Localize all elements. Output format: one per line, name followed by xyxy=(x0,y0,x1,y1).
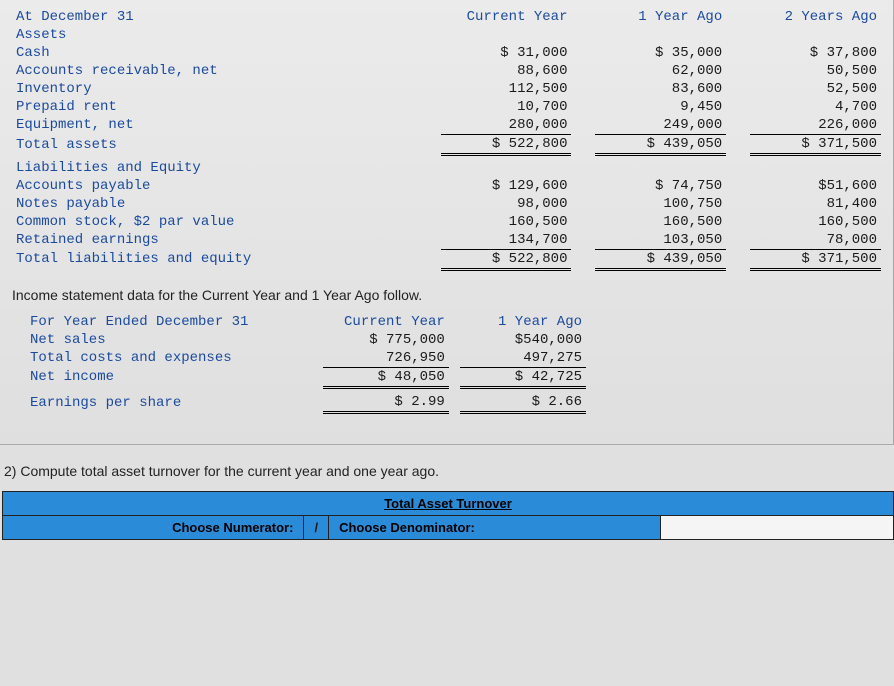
bs-col-2: 2 Years Ago xyxy=(750,8,881,26)
cell: 134,700 xyxy=(441,231,572,250)
cell: 4,700 xyxy=(750,98,881,116)
eps-label: Earnings per share xyxy=(26,393,323,413)
cell: 160,500 xyxy=(750,213,881,231)
cell: $ 48,050 xyxy=(323,367,449,387)
total-liab-label: Total liabilities and equity xyxy=(12,249,441,269)
tat-divider: / xyxy=(304,516,329,540)
cell: 62,000 xyxy=(595,62,726,80)
row-label: Equipment, net xyxy=(12,116,441,135)
cell: $ 2.66 xyxy=(460,393,586,413)
cell: $540,000 xyxy=(460,331,586,349)
bs-header-label: At December 31 xyxy=(12,8,441,26)
question-text: 2) Compute total asset turnover for the … xyxy=(0,463,894,479)
tat-numerator-label: Choose Numerator: xyxy=(3,516,304,540)
cell: $ 31,000 xyxy=(441,44,572,62)
row-label: Prepaid rent xyxy=(12,98,441,116)
cell: $ 522,800 xyxy=(441,135,572,155)
row-label: Net sales xyxy=(26,331,323,349)
cell: 100,750 xyxy=(595,195,726,213)
net-income-label: Net income xyxy=(26,367,323,387)
income-table: For Year Ended December 31 Current Year … xyxy=(26,313,586,415)
cell: 160,500 xyxy=(595,213,726,231)
inc-col-1: 1 Year Ago xyxy=(460,313,586,331)
cell: $ 129,600 xyxy=(441,177,572,195)
cell: 497,275 xyxy=(460,349,586,368)
bs-col-0: Current Year xyxy=(441,8,572,26)
cell: 726,950 xyxy=(323,349,449,368)
cell: 103,050 xyxy=(595,231,726,250)
cell: 249,000 xyxy=(595,116,726,135)
tat-result-cell[interactable] xyxy=(661,516,894,540)
cell: $ 35,000 xyxy=(595,44,726,62)
row-label: Retained earnings xyxy=(12,231,441,250)
cell: 280,000 xyxy=(441,116,572,135)
cell: $ 42,725 xyxy=(460,367,586,387)
cell: 98,000 xyxy=(441,195,572,213)
tat-denominator-label: Choose Denominator: xyxy=(329,516,661,540)
income-intro: Income statement data for the Current Ye… xyxy=(12,287,881,303)
cell: 78,000 xyxy=(750,231,881,250)
cell: $ 775,000 xyxy=(323,331,449,349)
row-label: Notes payable xyxy=(12,195,441,213)
cell: $ 371,500 xyxy=(750,249,881,269)
cell: 83,600 xyxy=(595,80,726,98)
cell: 112,500 xyxy=(441,80,572,98)
cell: $ 37,800 xyxy=(750,44,881,62)
cell: $ 522,800 xyxy=(441,249,572,269)
total-assets-label: Total assets xyxy=(12,135,441,155)
cell: $51,600 xyxy=(750,177,881,195)
row-label: Common stock, $2 par value xyxy=(12,213,441,231)
balance-sheet-table: At December 31 Current Year 1 Year Ago 2… xyxy=(12,8,881,271)
cell: 88,600 xyxy=(441,62,572,80)
cell: $ 439,050 xyxy=(595,135,726,155)
cell: $ 371,500 xyxy=(750,135,881,155)
tat-table: Total Asset Turnover Choose Numerator: /… xyxy=(2,491,894,540)
inc-header-label: For Year Ended December 31 xyxy=(26,313,323,331)
assets-header: Assets xyxy=(12,26,441,44)
row-label: Accounts payable xyxy=(12,177,441,195)
inc-col-0: Current Year xyxy=(323,313,449,331)
tat-title: Total Asset Turnover xyxy=(3,492,894,516)
row-label: Accounts receivable, net xyxy=(12,62,441,80)
cell: 50,500 xyxy=(750,62,881,80)
row-label: Total costs and expenses xyxy=(26,349,323,368)
cell: $ 74,750 xyxy=(595,177,726,195)
cell: $ 439,050 xyxy=(595,249,726,269)
cell: 81,400 xyxy=(750,195,881,213)
cell: 52,500 xyxy=(750,80,881,98)
cell: 9,450 xyxy=(595,98,726,116)
cell: 160,500 xyxy=(441,213,572,231)
balance-sheet-panel: At December 31 Current Year 1 Year Ago 2… xyxy=(0,0,894,445)
row-label: Cash xyxy=(12,44,441,62)
row-label: Inventory xyxy=(12,80,441,98)
tat-panel: Total Asset Turnover Choose Numerator: /… xyxy=(2,491,894,540)
cell: 10,700 xyxy=(441,98,572,116)
cell: 226,000 xyxy=(750,116,881,135)
liab-header: Liabilities and Equity xyxy=(12,159,441,177)
cell: $ 2.99 xyxy=(323,393,449,413)
bs-col-1: 1 Year Ago xyxy=(595,8,726,26)
